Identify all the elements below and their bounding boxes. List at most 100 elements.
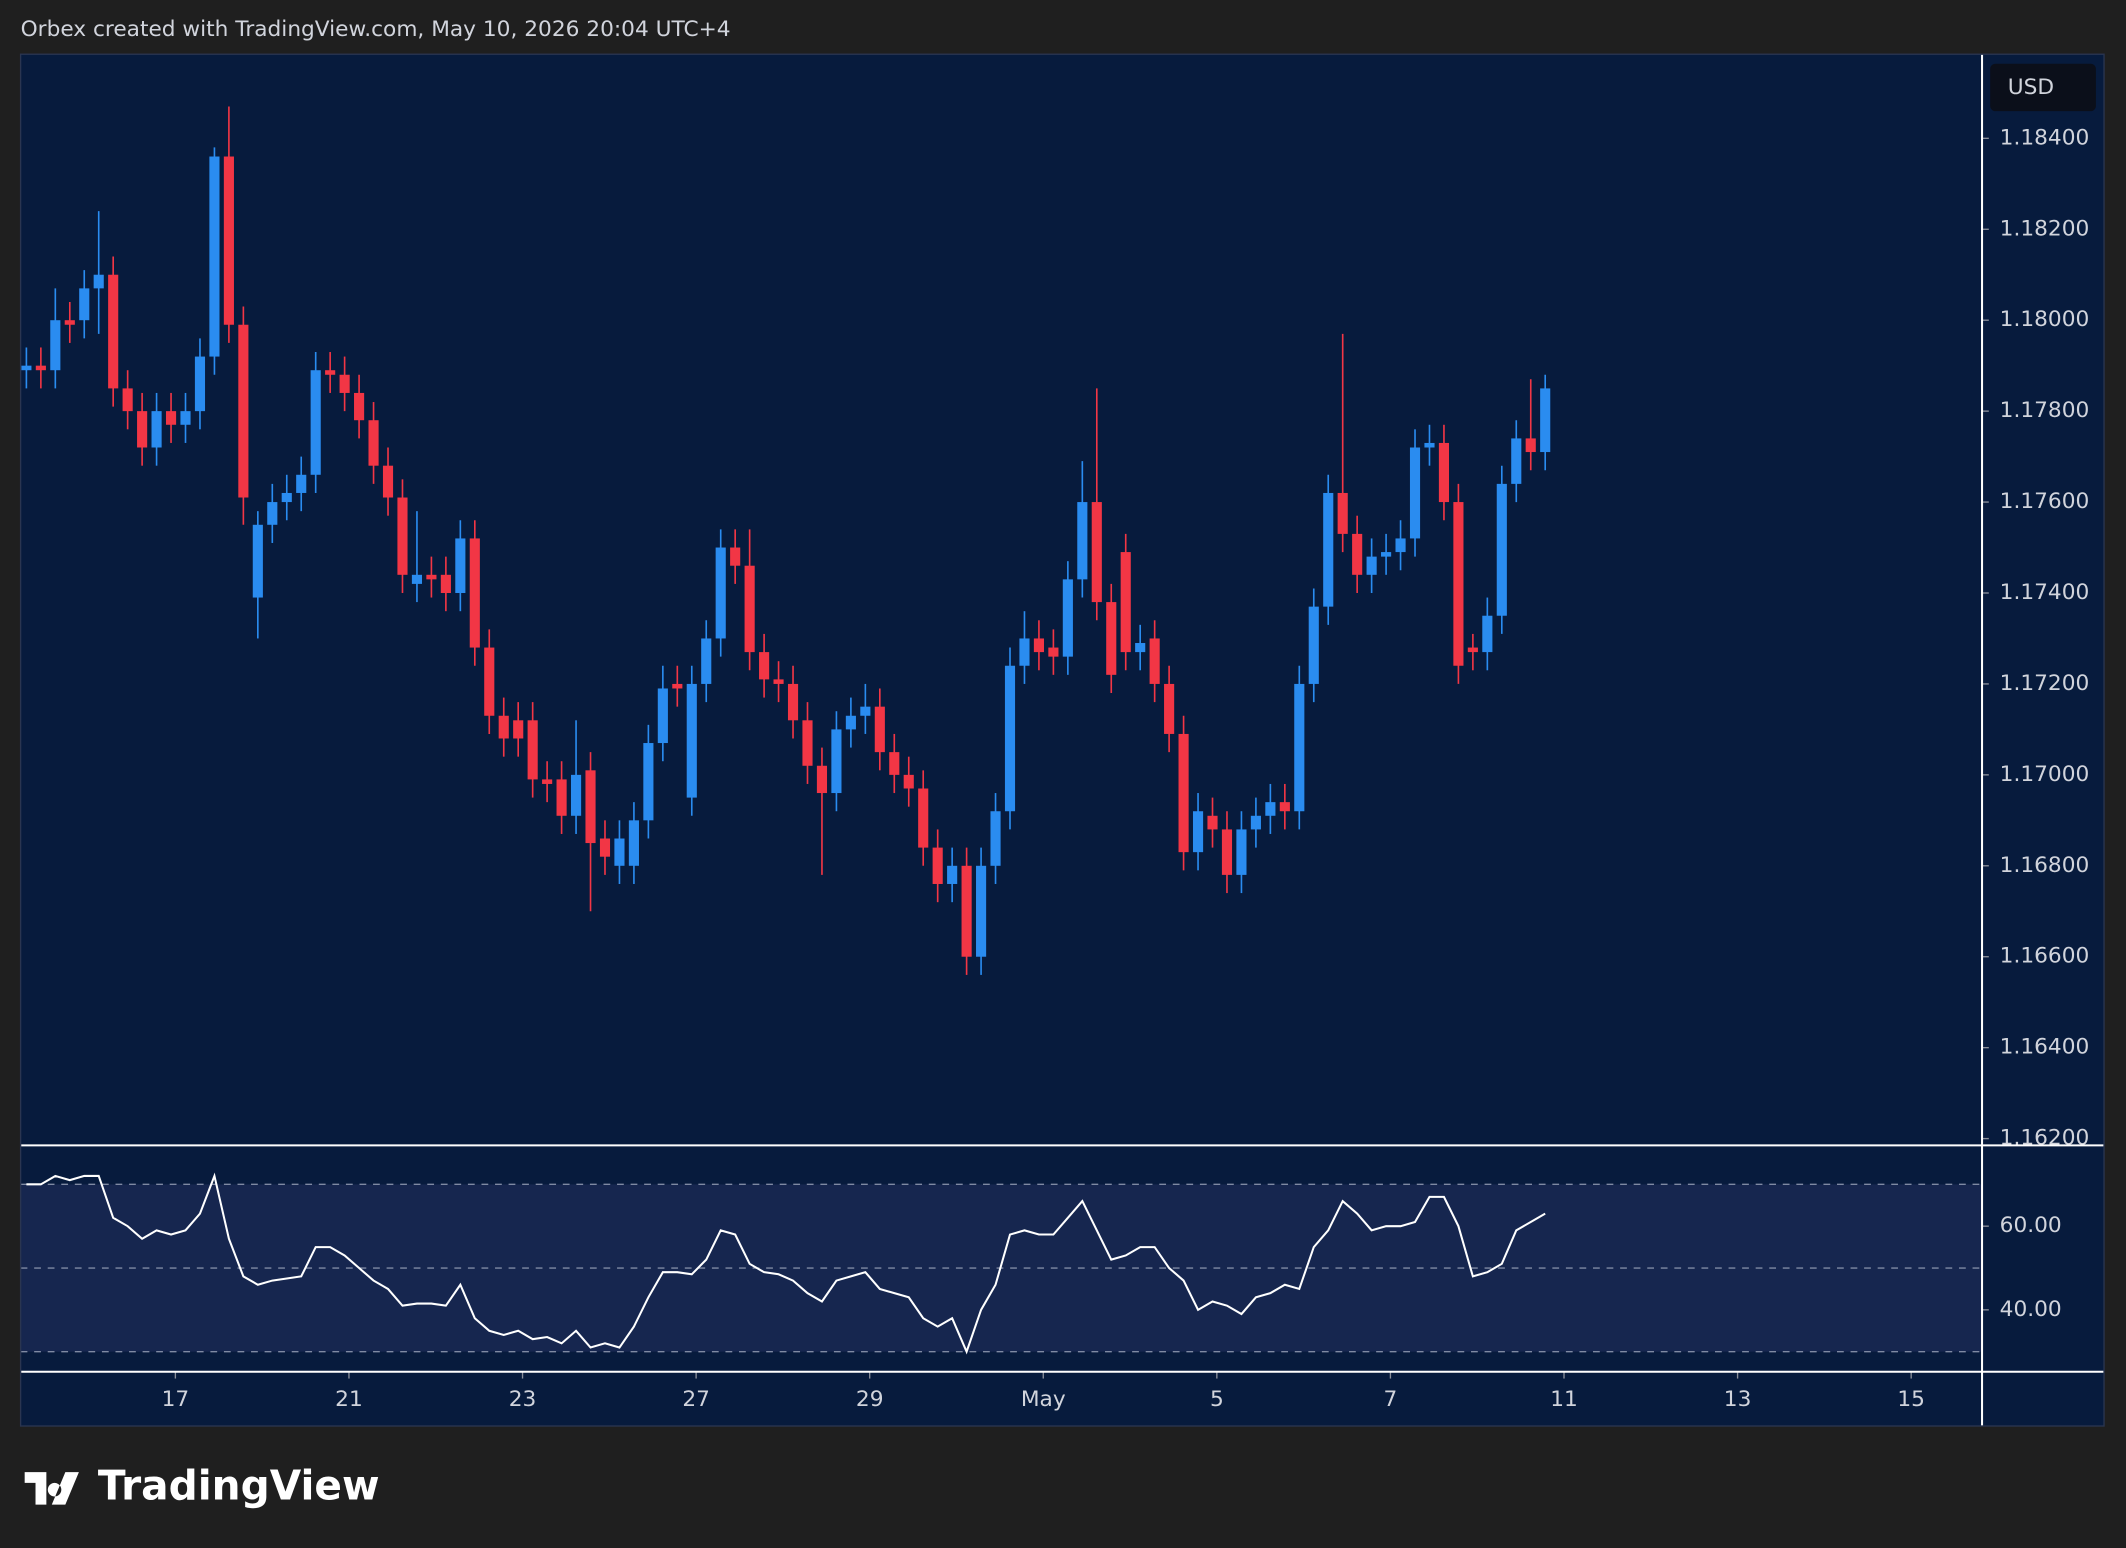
candle-body bbox=[1381, 552, 1392, 557]
x-tick-label: 27 bbox=[682, 1387, 710, 1412]
currency: USD bbox=[2008, 75, 2054, 100]
candle-body bbox=[1279, 802, 1290, 812]
candle-body bbox=[426, 574, 437, 580]
y-tick-label: 1.17400 bbox=[2000, 580, 2090, 605]
candle-body bbox=[339, 374, 350, 393]
candle-body bbox=[281, 492, 292, 503]
candle-body bbox=[1337, 492, 1348, 534]
x-tick-label: 7 bbox=[1384, 1387, 1398, 1412]
candle-body bbox=[643, 743, 654, 821]
candle-body bbox=[1135, 643, 1146, 653]
candle-body bbox=[382, 465, 394, 498]
y-tick-label: 1.16200 bbox=[2000, 1126, 2090, 1151]
candle-body bbox=[1250, 815, 1261, 830]
candle-body bbox=[397, 497, 408, 575]
candle-body bbox=[1438, 442, 1450, 503]
candle-body bbox=[165, 411, 177, 425]
y-tick-label: 1.16600 bbox=[2000, 944, 2090, 969]
candle-body bbox=[542, 779, 553, 784]
candle-body bbox=[802, 720, 813, 766]
y-tick-label: 1.18400 bbox=[2000, 125, 2090, 150]
candle-body bbox=[816, 765, 828, 794]
candle-body bbox=[194, 356, 206, 412]
candle-body bbox=[947, 865, 958, 884]
candle-body bbox=[628, 820, 639, 866]
candle-body bbox=[1164, 683, 1175, 734]
candle-body bbox=[1062, 579, 1073, 657]
candle-body bbox=[556, 779, 567, 816]
candle-body bbox=[1496, 483, 1507, 616]
candle-body bbox=[1511, 438, 1522, 484]
candle-body bbox=[787, 683, 799, 721]
y-tick-label: 1.17800 bbox=[2000, 398, 2090, 423]
y-tick-label: 1.18000 bbox=[2000, 307, 2090, 332]
candle-body bbox=[570, 774, 582, 816]
candle-body bbox=[310, 370, 321, 475]
candle-body bbox=[773, 679, 784, 684]
rsi-line bbox=[26, 1172, 1546, 1355]
candle-body bbox=[1265, 802, 1276, 816]
candle-body bbox=[354, 392, 365, 421]
candle-body bbox=[209, 156, 220, 357]
candle-body bbox=[1236, 829, 1247, 875]
candle-body bbox=[961, 865, 972, 957]
plot-border bbox=[19, 53, 2105, 1427]
candle-body bbox=[137, 411, 148, 448]
candle-body bbox=[1409, 447, 1421, 539]
candle-body bbox=[1077, 502, 1088, 580]
candle-body bbox=[1033, 638, 1044, 653]
x-tick-label: 29 bbox=[856, 1387, 884, 1412]
candle-body bbox=[21, 365, 32, 371]
candle-body bbox=[93, 274, 104, 289]
candle-body bbox=[223, 156, 234, 325]
candle-body bbox=[1048, 647, 1059, 657]
candle-body bbox=[1091, 502, 1102, 603]
candle-body bbox=[672, 683, 683, 689]
candle-body bbox=[1004, 665, 1016, 812]
candle-body bbox=[1467, 647, 1478, 653]
candle-body bbox=[469, 538, 480, 648]
candle-body bbox=[860, 706, 871, 716]
candle-body bbox=[1149, 638, 1160, 684]
y-tick-label: 1.17000 bbox=[2000, 762, 2090, 787]
candle-body bbox=[238, 324, 249, 498]
candle-body bbox=[874, 706, 885, 753]
candle-body bbox=[1221, 829, 1233, 875]
candle-body bbox=[252, 524, 263, 598]
y-tick-label: 60.00 bbox=[2000, 1213, 2062, 1238]
y-tick-label: 1.18200 bbox=[2000, 216, 2090, 241]
candle-body bbox=[889, 752, 900, 775]
x-tick-label: 23 bbox=[509, 1387, 537, 1412]
logo-icon bbox=[24, 1472, 79, 1505]
x-tick-label: May bbox=[1021, 1387, 1066, 1412]
candle-body bbox=[1395, 538, 1406, 553]
candle-body bbox=[1308, 606, 1319, 684]
candle-body bbox=[1366, 556, 1377, 575]
candle-body bbox=[1120, 552, 1131, 653]
candle-body bbox=[79, 288, 90, 321]
candle-body bbox=[108, 274, 119, 389]
candle-body bbox=[1323, 492, 1334, 607]
candle-body bbox=[498, 715, 509, 739]
candle-body bbox=[455, 538, 466, 593]
y-tick-label: 1.17600 bbox=[2000, 489, 2090, 514]
candle-body bbox=[267, 502, 278, 525]
x-tick-label: 21 bbox=[335, 1387, 363, 1412]
candle-body bbox=[1192, 811, 1204, 853]
candle-body bbox=[527, 720, 538, 780]
candle-body bbox=[1207, 815, 1218, 830]
candle-body bbox=[701, 638, 712, 684]
candle-body bbox=[686, 683, 697, 798]
candle-body bbox=[599, 838, 611, 857]
candle-body bbox=[325, 370, 336, 375]
candle-body bbox=[1178, 733, 1189, 853]
y-tick-label: 1.16400 bbox=[2000, 1035, 2090, 1060]
y-tick-label: 1.17200 bbox=[2000, 671, 2090, 696]
candle-body bbox=[1019, 638, 1030, 666]
candle-body bbox=[657, 688, 668, 744]
candle-body bbox=[585, 770, 596, 844]
x-tick-label: 13 bbox=[1724, 1387, 1752, 1412]
x-tick-label: 17 bbox=[162, 1387, 190, 1412]
